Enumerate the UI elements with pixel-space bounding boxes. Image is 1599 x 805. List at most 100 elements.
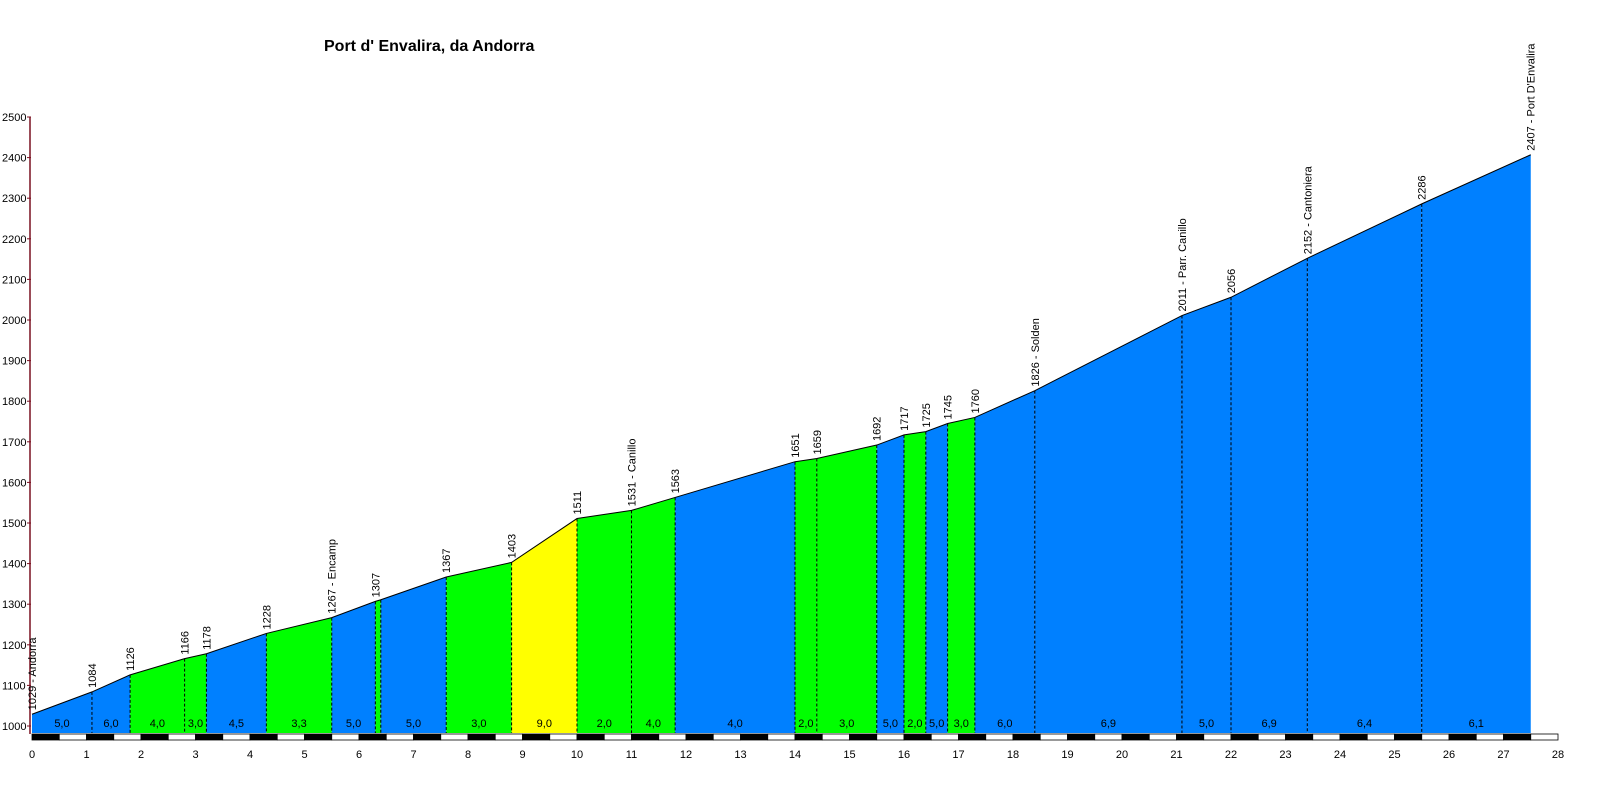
segment-area — [1307, 203, 1422, 733]
km-bar-block — [1394, 733, 1423, 741]
y-tick-label: 1000 — [2, 721, 26, 733]
point-label: 1659 — [812, 430, 824, 454]
y-tick-label: 2000 — [2, 315, 26, 327]
km-bar-block — [1312, 733, 1341, 741]
x-tick-label: 16 — [898, 749, 910, 761]
segment-area — [206, 633, 267, 733]
point-label: 1166 — [180, 631, 192, 655]
point-label: 1228 — [261, 605, 273, 629]
point-label: 1084 — [87, 663, 99, 687]
km-bar-block — [985, 733, 1014, 741]
grade-label: 5,0 — [346, 718, 361, 730]
grade-labels: 5,0 6,0 4,0 3,0 4,5 3,3 5,0 5,0 3,0 9,0 2,0 4,0 4,0 2… — [54, 718, 1484, 730]
point-label: 2056 — [1226, 269, 1238, 293]
segment-area — [184, 653, 207, 733]
grade-label: 4,0 — [646, 718, 661, 730]
x-tick-label: 1 — [83, 749, 89, 761]
x-tick-label: 13 — [734, 749, 746, 761]
point-label: 1563 — [670, 469, 682, 493]
km-bar-block — [658, 733, 687, 741]
point-label: 1511 — [572, 491, 584, 515]
point-labels: 1029 - Andorra 1084 1126 1166 1178 1228 1267 -… — [27, 43, 1538, 711]
grade-label: 3,0 — [471, 718, 486, 730]
y-tick-label: 2200 — [2, 234, 26, 246]
km-bar-block — [222, 733, 251, 741]
grade-label: 6,9 — [1262, 718, 1277, 730]
y-tick-label: 1800 — [2, 396, 26, 408]
grade-label: 2,0 — [798, 718, 813, 730]
km-bar-block — [522, 733, 551, 741]
x-tick-label: 8 — [465, 749, 471, 761]
segment-dividers — [91, 203, 1423, 733]
x-tick-label: 20 — [1116, 749, 1128, 761]
km-bar-block — [140, 733, 169, 741]
x-tick-label: 3 — [192, 749, 198, 761]
y-tick-label: 2300 — [2, 193, 26, 205]
point-label: 1126 — [125, 647, 137, 671]
km-bar-block — [86, 733, 115, 741]
km-bar-block — [1094, 733, 1123, 741]
x-tick-label: 24 — [1334, 749, 1346, 761]
grade-label: 6,0 — [997, 718, 1012, 730]
km-bar-block — [1230, 733, 1259, 741]
chart-title: Port d' Envalira, da Andorra — [324, 38, 535, 55]
km-bar-block — [685, 733, 714, 741]
km-bar-block — [1339, 733, 1368, 741]
y-tick-label: 1500 — [2, 518, 26, 530]
km-bar-block — [1121, 733, 1150, 741]
grade-label: 5,0 — [406, 718, 421, 730]
km-bar-block — [358, 733, 387, 741]
km-bar-block — [1285, 733, 1314, 741]
km-bar-block — [1039, 733, 1068, 741]
x-tick-labels: 0 1 2 3 4 5 6 7 8 9 10 11 12 13 14 15 16 17 18 19 20 21 22 23 24… — [29, 749, 1564, 761]
segment-area — [1181, 297, 1231, 733]
grade-label: 6,4 — [1357, 718, 1372, 730]
point-label: 1651 — [790, 433, 802, 457]
segment-area — [91, 674, 131, 733]
point-label: 1403 — [507, 534, 519, 558]
segment-area — [876, 434, 904, 733]
x-tick-label: 18 — [1007, 749, 1019, 761]
grade-label: 2,0 — [597, 718, 612, 730]
y-tick-label: 1700 — [2, 437, 26, 449]
grade-label: 6,9 — [1101, 718, 1116, 730]
km-bar-block — [31, 733, 60, 741]
segment-area — [1034, 315, 1182, 733]
point-label: 2286 — [1417, 175, 1429, 199]
x-tick-label: 4 — [247, 749, 253, 761]
segment-area — [130, 658, 185, 733]
km-bar-block — [195, 733, 224, 741]
point-label: 1692 — [872, 417, 884, 441]
km-bar-block — [1448, 733, 1477, 741]
km-bar-block — [385, 733, 414, 741]
grade-label: 4,0 — [150, 718, 165, 730]
x-tick-label: 28 — [1552, 749, 1564, 761]
x-tick-label: 12 — [680, 749, 692, 761]
grade-label: 3,0 — [839, 718, 854, 730]
km-bar-block — [331, 733, 360, 741]
km-bar-block — [1176, 733, 1205, 741]
km-bar-block — [1421, 733, 1450, 741]
x-tick-label: 11 — [626, 749, 637, 761]
point-label: 1717 — [899, 406, 911, 430]
km-bar-block — [767, 733, 796, 741]
grade-label: 5,0 — [54, 718, 69, 730]
y-tick-label: 1300 — [2, 599, 26, 611]
grade-label: 4,0 — [727, 718, 742, 730]
km-bar-block — [631, 733, 660, 741]
grade-label: 3,0 — [188, 718, 203, 730]
grade-label: 2,0 — [907, 718, 922, 730]
x-tick-label: 2 — [138, 749, 144, 761]
grade-label: 6,1 — [1469, 718, 1484, 730]
point-label: 1029 - Andorra — [27, 637, 39, 711]
km-bar-block — [167, 733, 196, 741]
km-bar-block — [549, 733, 578, 741]
grade-label: 9,0 — [537, 718, 552, 730]
km-bar-block — [413, 733, 442, 741]
grade-label: 5,0 — [1199, 718, 1214, 730]
x-tick-label: 19 — [1061, 749, 1073, 761]
y-tick-label: 2100 — [2, 274, 26, 286]
point-label: 1725 — [921, 403, 933, 427]
y-tick-label: 1200 — [2, 640, 26, 652]
